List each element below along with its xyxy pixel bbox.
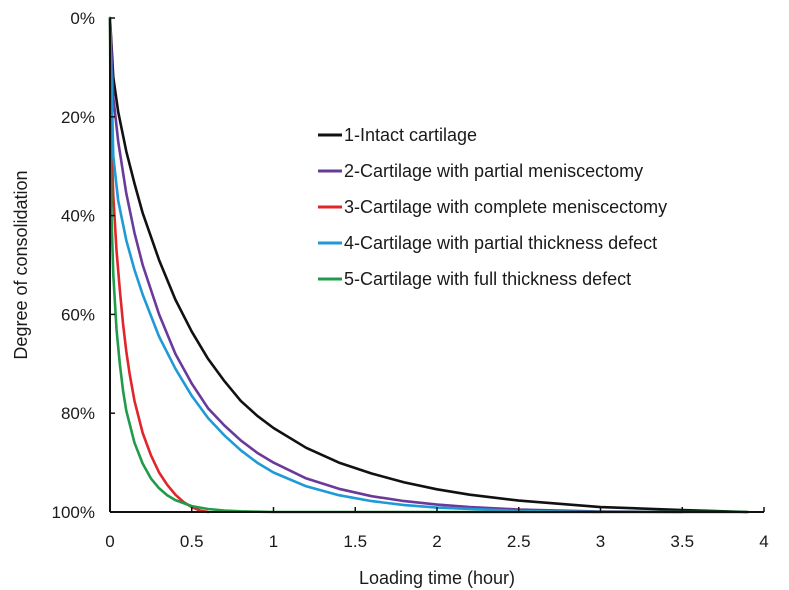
legend-label-2: 2-Cartilage with partial meniscectomy [344, 161, 643, 181]
series-line-4 [108, 16, 602, 514]
y-axis-ticks: 0% 20% 40% 60% 80% 100% [52, 9, 115, 522]
y-tick-label: 100% [52, 503, 95, 522]
series-line-5 [108, 16, 749, 514]
legend: 1-Intact cartilage 2-Cartilage with parti… [318, 125, 667, 289]
legend-label-3: 3-Cartilage with complete meniscectomy [344, 197, 667, 217]
legend-label-5: 5-Cartilage with full thickness defect [344, 269, 631, 289]
legend-label-4: 4-Cartilage with partial thickness defec… [344, 233, 657, 253]
y-axis-title: Degree of consolidation [11, 170, 31, 359]
series-layer [108, 16, 749, 514]
y-tick-label: 20% [61, 108, 95, 127]
x-tick-label: 1.5 [343, 532, 367, 551]
legend-label-1: 1-Intact cartilage [344, 125, 477, 145]
x-tick-label: 3 [596, 532, 605, 551]
y-tick-label: 80% [61, 404, 95, 423]
y-tick-label: 40% [61, 207, 95, 226]
x-tick-label: 2 [432, 532, 441, 551]
series-line-3 [108, 16, 210, 514]
x-tick-label: 2.5 [507, 532, 531, 551]
x-axis-ticks: 0 0.5 1 1.5 2 2.5 3 3.5 4 [105, 507, 769, 551]
x-tick-label: 0 [105, 532, 114, 551]
x-tick-label: 4 [759, 532, 768, 551]
y-tick-label: 0% [70, 9, 95, 28]
x-tick-label: 0.5 [180, 532, 204, 551]
x-tick-label: 3.5 [670, 532, 694, 551]
series-line-2 [108, 16, 684, 514]
x-axis-title: Loading time (hour) [359, 568, 515, 588]
y-tick-label: 60% [61, 305, 95, 324]
series-line-1 [108, 16, 749, 514]
x-tick-label: 1 [269, 532, 278, 551]
